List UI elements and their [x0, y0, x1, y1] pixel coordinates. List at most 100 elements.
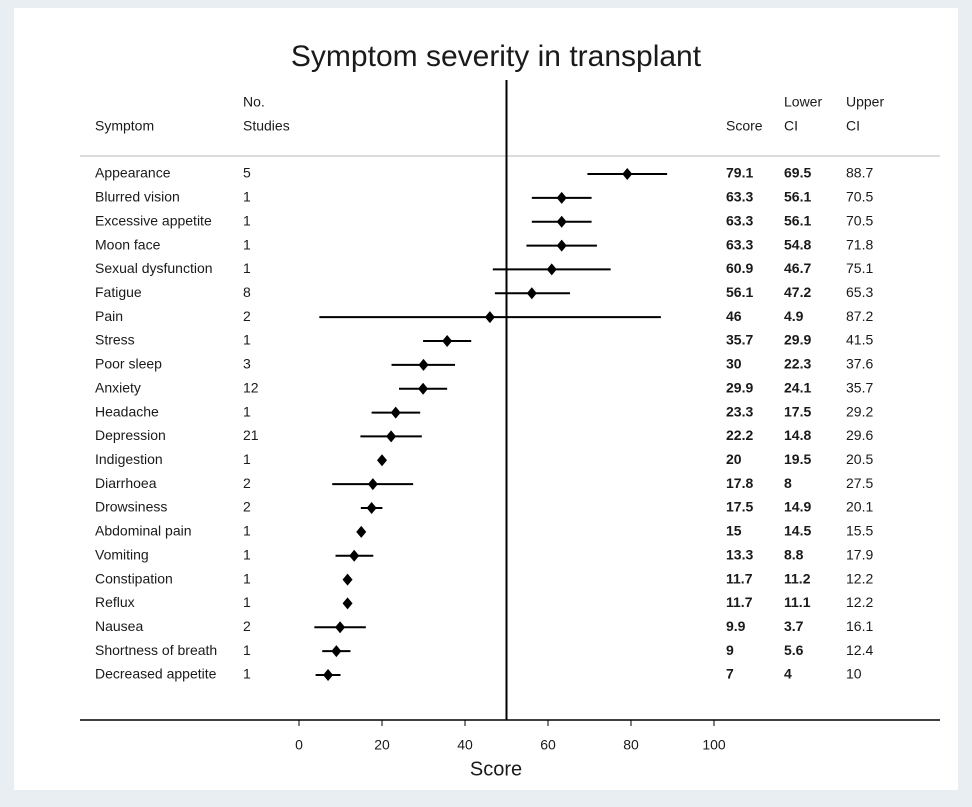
lower-label: 14.9 [784, 499, 811, 515]
header: Lower [784, 94, 822, 110]
symptom-label: Vomiting [95, 546, 149, 562]
upper-label: 70.5 [846, 189, 873, 205]
score-marker [342, 573, 353, 586]
score-label: 63.3 [726, 189, 753, 205]
x-axis-label: Score [470, 758, 522, 780]
upper-label: 16.1 [846, 618, 873, 634]
score-marker [390, 406, 401, 419]
upper-label: 12.2 [846, 570, 873, 586]
lower-label: 46.7 [784, 260, 811, 276]
studies-label: 2 [243, 618, 251, 634]
score-marker [331, 645, 342, 658]
upper-label: 65.3 [846, 284, 873, 300]
symptom-label: Headache [95, 403, 159, 419]
score-label: 17.8 [726, 475, 753, 491]
symptom-label: Poor sleep [95, 356, 162, 372]
symptom-label: Drowsiness [95, 499, 167, 515]
score-marker [622, 168, 633, 180]
x-tick-label: 80 [623, 737, 639, 753]
lower-label: 22.3 [784, 356, 811, 372]
score-marker [546, 263, 557, 276]
score-label: 11.7 [726, 594, 753, 610]
lower-label: 11.2 [784, 570, 811, 586]
symptom-label: Moon face [95, 236, 161, 252]
lower-label: 8.8 [784, 546, 804, 562]
score-marker [335, 621, 346, 634]
score-marker [484, 311, 495, 324]
upper-label: 87.2 [846, 308, 873, 324]
symptom-label: Excessive appetite [95, 212, 212, 228]
studies-label: 2 [243, 499, 251, 515]
chart-title: Symptom severity in transplant [291, 40, 702, 73]
score-marker [442, 335, 453, 347]
score-label: 30 [726, 356, 742, 372]
score-label: 15 [726, 523, 742, 539]
upper-label: 35.7 [846, 379, 873, 395]
lower-label: 29.9 [784, 332, 811, 348]
studies-label: 21 [243, 427, 259, 443]
studies-label: 3 [243, 356, 251, 372]
header: CI [846, 118, 860, 134]
score-marker [377, 454, 387, 467]
studies-label: 1 [243, 451, 251, 467]
studies-label: 1 [243, 189, 251, 205]
studies-label: 1 [243, 570, 251, 586]
studies-label: 1 [243, 594, 251, 610]
score-marker [556, 215, 567, 228]
lower-label: 17.5 [784, 403, 811, 419]
score-label: 20 [726, 451, 742, 467]
symptom-label: Diarrhoea [95, 475, 157, 491]
lower-label: 47.2 [784, 284, 811, 300]
upper-label: 17.9 [846, 546, 873, 562]
upper-label: 71.8 [846, 236, 873, 252]
symptom-label: Appearance [95, 165, 171, 181]
lower-label: 56.1 [784, 212, 811, 228]
score-label: 9.9 [726, 618, 746, 634]
studies-label: 1 [243, 523, 251, 539]
studies-label: 1 [243, 212, 251, 228]
symptom-label: Abdominal pain [95, 523, 192, 539]
symptom-label: Decreased appetite [95, 666, 217, 682]
lower-label: 69.5 [784, 165, 811, 181]
score-marker [418, 382, 429, 395]
x-tick-label: 100 [702, 737, 726, 753]
symptom-label: Stress [95, 332, 135, 348]
header: Symptom [95, 118, 154, 134]
upper-label: 29.2 [846, 403, 873, 419]
symptom-label: Depression [95, 427, 166, 443]
symptom-label: Nausea [95, 618, 143, 634]
upper-label: 20.5 [846, 451, 873, 467]
lower-label: 14.8 [784, 427, 811, 443]
score-marker [366, 502, 377, 514]
symptom-label: Pain [95, 308, 123, 324]
upper-label: 15.5 [846, 523, 873, 539]
score-label: 63.3 [726, 212, 753, 228]
header: Upper [846, 94, 884, 110]
score-label: 17.5 [726, 499, 753, 515]
lower-label: 4 [784, 666, 792, 682]
studies-label: 1 [243, 332, 251, 348]
lower-label: 24.1 [784, 379, 811, 395]
studies-label: 1 [243, 546, 251, 562]
score-label: 9 [726, 642, 734, 658]
studies-label: 1 [243, 666, 251, 682]
upper-label: 20.1 [846, 499, 873, 515]
score-marker [556, 239, 567, 252]
upper-label: 10 [846, 666, 862, 682]
score-label: 56.1 [726, 284, 753, 300]
studies-label: 5 [243, 165, 251, 181]
symptom-label: Fatigue [95, 284, 142, 300]
studies-label: 1 [243, 260, 251, 276]
header: CI [784, 118, 798, 134]
score-marker [342, 597, 353, 610]
x-tick-label: 60 [540, 737, 556, 753]
symptom-label: Constipation [95, 570, 173, 586]
lower-label: 8 [784, 475, 792, 491]
score-label: 11.7 [726, 570, 753, 586]
score-label: 60.9 [726, 260, 753, 276]
header: Studies [243, 118, 290, 134]
upper-label: 12.4 [846, 642, 873, 658]
score-marker [356, 525, 367, 538]
score-marker [323, 669, 334, 681]
